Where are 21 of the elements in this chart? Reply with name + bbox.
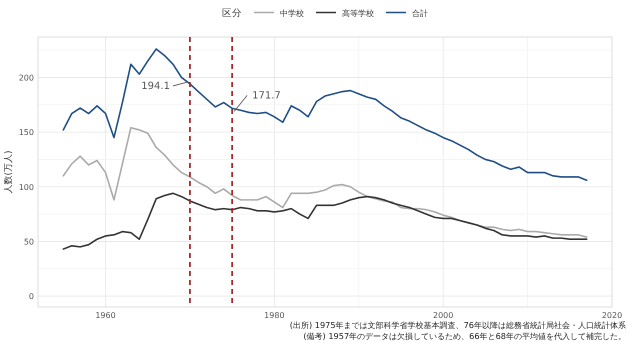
line-series bbox=[62, 126, 588, 238]
text: (備考) 1957年のデータは欠損しているため、66年と68年の平均値を代入して補完した。 bbox=[303, 331, 626, 341]
y-tick-label: 0 bbox=[28, 292, 34, 302]
legend-label: 高等学校 bbox=[342, 9, 374, 18]
y-tick-label: 150 bbox=[18, 128, 34, 138]
x-tick-label: 1960 bbox=[95, 311, 116, 320]
line-series bbox=[62, 48, 588, 181]
legend-label: 合計 bbox=[412, 9, 428, 18]
legend-title: 区分 bbox=[222, 7, 242, 19]
x-tick-label: 2020 bbox=[602, 311, 622, 320]
y-tick-label: 200 bbox=[18, 73, 34, 82]
legend-label: 中学校 bbox=[280, 9, 304, 18]
y-axis-title: 人数(万人) bbox=[3, 150, 14, 194]
text: (出所) 1975年までは文部科学省学校基本調査、76年以降は総務省統計局社会・人口統計体系 bbox=[290, 320, 626, 330]
y-tick-label: 100 bbox=[18, 182, 34, 192]
y-tick-label: 50 bbox=[24, 237, 34, 246]
x-tick-label: 2000 bbox=[432, 311, 454, 320]
x-tick-label: 1980 bbox=[264, 311, 285, 320]
line-series bbox=[62, 192, 588, 250]
annotation: 194.1 bbox=[141, 80, 170, 92]
annotation: 171.7 bbox=[252, 90, 281, 102]
